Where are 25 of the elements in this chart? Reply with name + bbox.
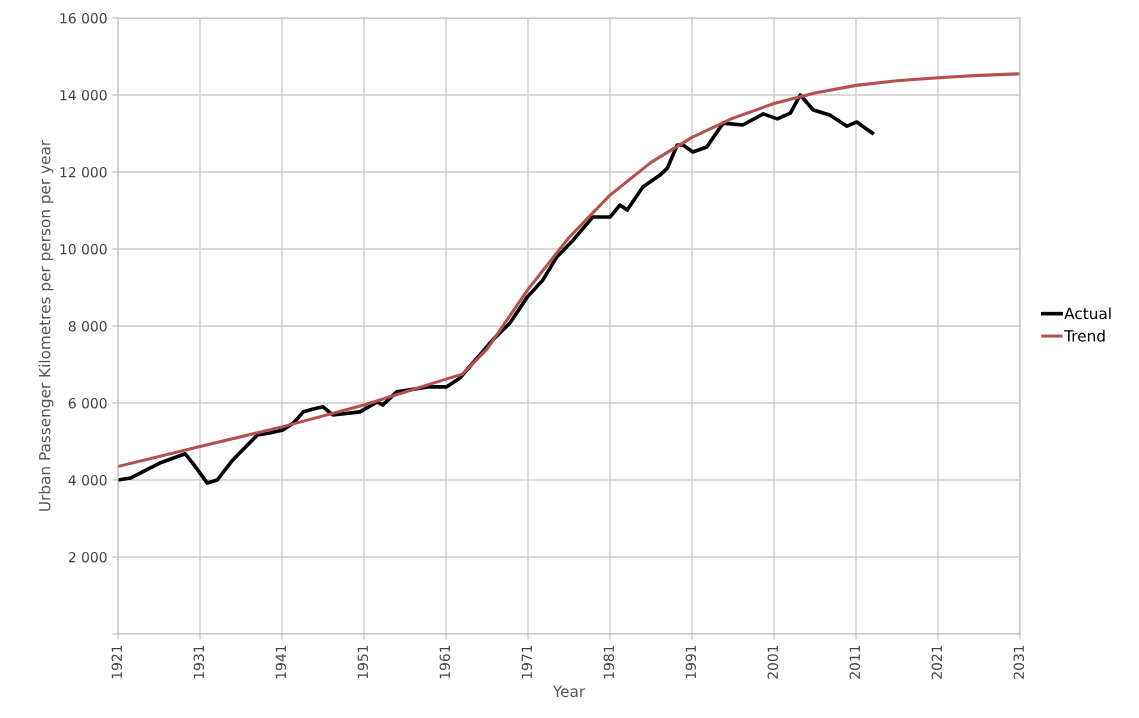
x-tick-label: 1951 [357, 645, 369, 679]
y-tick-label: 16 000 [60, 12, 107, 24]
x-tick-label: 1931 [193, 645, 205, 679]
y-tick-label: 12 000 [60, 166, 107, 178]
legend-label: Trend [1064, 329, 1105, 342]
x-tick-label: 1971 [521, 645, 533, 679]
x-tick-label: 1991 [685, 645, 697, 679]
x-tick-label: 2021 [931, 645, 943, 679]
y-tick-label: 10 000 [60, 243, 107, 255]
line-series [118, 72, 1020, 469]
y-axis-title: Urban Passenger Kilometres per person per year [38, 139, 54, 511]
y-tick-label: 2 000 [68, 551, 107, 563]
x-tick-label: 2001 [767, 645, 779, 679]
y-tick-label: 8 000 [68, 320, 107, 332]
x-tick-label: 1961 [439, 645, 451, 679]
legend-label: Actual [1064, 307, 1111, 320]
x-tick-label: 2031 [1013, 645, 1025, 679]
y-tick-label: 4 000 [68, 474, 107, 486]
x-tick-label: 1981 [603, 645, 615, 679]
y-tick-label: 14 000 [60, 89, 107, 101]
x-axis-title: Year [552, 685, 586, 698]
x-tick-label: 2011 [849, 645, 861, 679]
x-tick-label: 1921 [111, 645, 123, 679]
x-tick-label: 1941 [275, 645, 287, 679]
y-tick-label: 6 000 [68, 397, 107, 409]
